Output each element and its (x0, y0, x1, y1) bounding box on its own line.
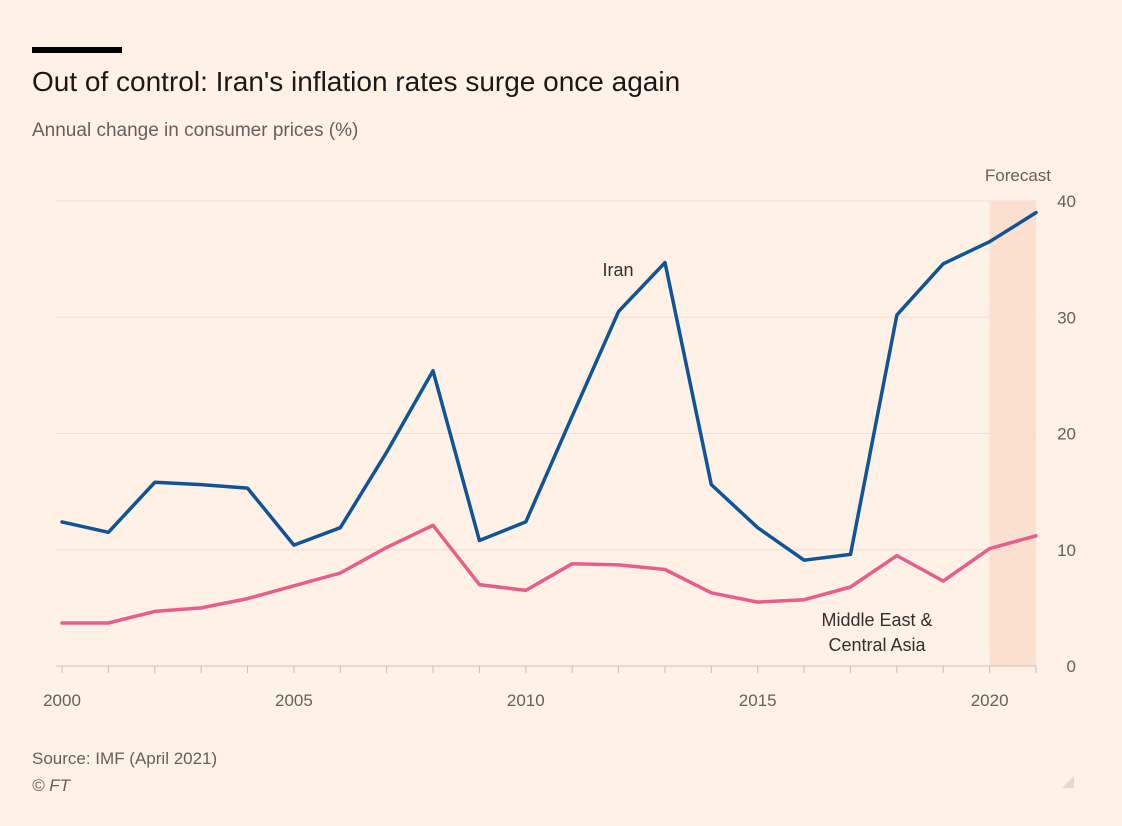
source-note: Source: IMF (April 2021) (32, 749, 218, 768)
middle-east-series-label: Central Asia (828, 635, 926, 655)
x-tick-label: 2015 (739, 691, 777, 710)
x-tick-label: 2000 (43, 691, 81, 710)
middle-east-central-asia-line (60, 523, 1038, 625)
y-tick-label: 20 (1057, 425, 1076, 444)
chart-subtitle: Annual change in consumer prices (%) (32, 120, 359, 141)
iran-series-label: Iran (602, 260, 633, 280)
x-tick-label: 2005 (275, 691, 313, 710)
ft-credit: © FT (32, 776, 71, 795)
x-tick-label: 2020 (971, 691, 1009, 710)
y-tick-label: 0 (1067, 657, 1076, 676)
resize-handle-icon (1062, 776, 1074, 788)
title-accent-bar (32, 47, 122, 53)
forecast-label: Forecast (985, 166, 1051, 185)
y-tick-label: 10 (1057, 541, 1076, 560)
y-tick-label: 40 (1057, 192, 1076, 211)
y-tick-label: 30 (1057, 308, 1076, 327)
iran-line (60, 210, 1038, 562)
x-tick-label: 2010 (507, 691, 545, 710)
middle-east-series-label: Middle East & (821, 610, 932, 630)
chart-title: Out of control: Iran's inflation rates s… (32, 66, 681, 97)
